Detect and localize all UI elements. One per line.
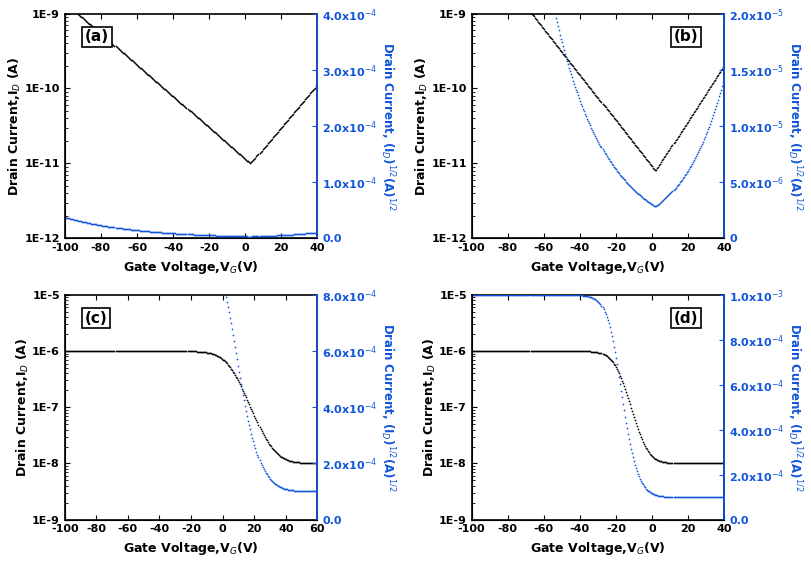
X-axis label: Gate Voltage,V$_G$(V): Gate Voltage,V$_G$(V) — [530, 540, 666, 557]
Y-axis label: Drain Current,I$_D$ (A): Drain Current,I$_D$ (A) — [414, 56, 430, 196]
Y-axis label: Drain Current,I$_D$ (A): Drain Current,I$_D$ (A) — [7, 56, 23, 196]
Text: (d): (d) — [674, 311, 698, 325]
Y-axis label: Drain Current, (I$_D$)$^{1/2}$(A)$^{1/2}$: Drain Current, (I$_D$)$^{1/2}$(A)$^{1/2}… — [785, 42, 804, 210]
Y-axis label: Drain Current,I$_D$ (A): Drain Current,I$_D$ (A) — [422, 338, 438, 477]
Y-axis label: Drain Current, (I$_D$)$^{1/2}$(A)$^{1/2}$: Drain Current, (I$_D$)$^{1/2}$(A)$^{1/2}… — [379, 323, 397, 491]
X-axis label: Gate Voltage,V$_G$(V): Gate Voltage,V$_G$(V) — [123, 540, 259, 557]
Y-axis label: Drain Current,I$_D$ (A): Drain Current,I$_D$ (A) — [15, 338, 31, 477]
Text: (b): (b) — [674, 29, 698, 45]
X-axis label: Gate Voltage,V$_G$(V): Gate Voltage,V$_G$(V) — [530, 259, 666, 276]
Y-axis label: Drain Current, (I$_D$)$^{1/2}$(A)$^{1/2}$: Drain Current, (I$_D$)$^{1/2}$(A)$^{1/2}… — [785, 323, 804, 491]
Y-axis label: Drain Current, (I$_D$)$^{1/2}$(A)$^{1/2}$: Drain Current, (I$_D$)$^{1/2}$(A)$^{1/2}… — [379, 42, 397, 210]
X-axis label: Gate Voltage,V$_G$(V): Gate Voltage,V$_G$(V) — [123, 259, 259, 276]
Text: (a): (a) — [85, 29, 109, 45]
Text: (c): (c) — [85, 311, 108, 325]
